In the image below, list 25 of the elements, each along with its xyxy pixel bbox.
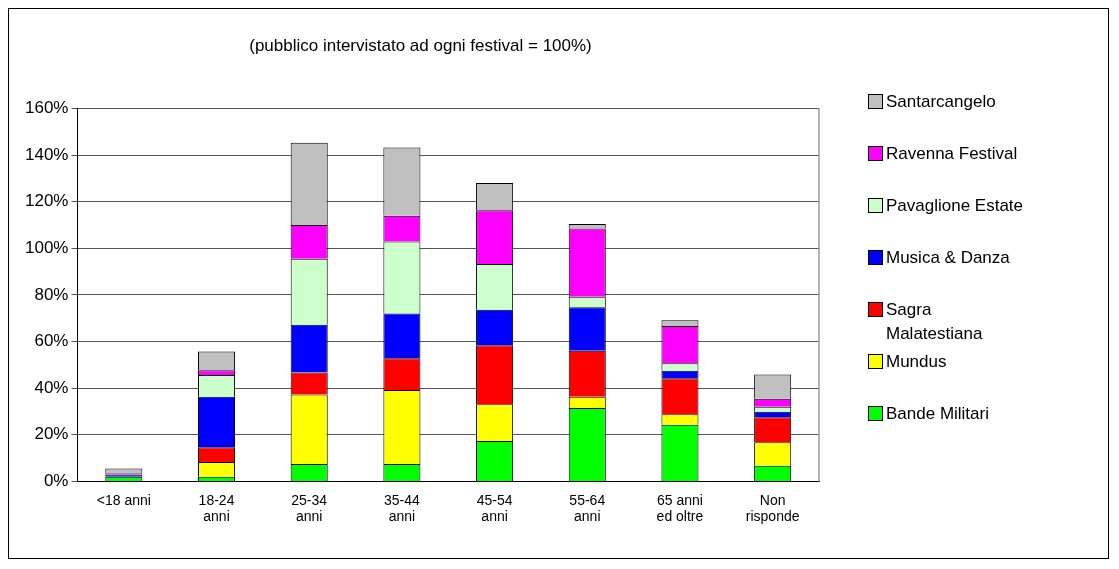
chart-title: (pubblico intervistato ad ogni festival = 100%) xyxy=(249,35,592,55)
x-tick-label: 45-54 anni xyxy=(476,491,513,525)
x-tick-label: 18-24 anni xyxy=(198,491,235,525)
y-tick-label: 120% xyxy=(25,191,69,211)
y-tick-label: 20% xyxy=(34,424,69,444)
legend-label: Mundus xyxy=(886,351,947,373)
y-tick-label: 0% xyxy=(43,471,69,491)
y-tick-label: 100% xyxy=(25,237,69,257)
x-tick-label: 65 anni ed oltre xyxy=(656,491,704,525)
x-tick-label: 35-44 anni xyxy=(383,491,421,525)
legend-label: Ravenna Festival xyxy=(886,143,1018,165)
legend-label: Pavaglione Estate xyxy=(886,195,1024,217)
y-tick-label: 160% xyxy=(25,98,69,118)
y-tick-label: 80% xyxy=(34,284,69,304)
x-tick-label: <18 anni xyxy=(96,491,151,508)
x-tick-label: 25-34 anni xyxy=(291,491,328,525)
legend-label: Bande Militari xyxy=(886,403,989,425)
legend-label: Musica & Danza xyxy=(886,247,1010,269)
x-tick-label: Non risponde xyxy=(745,491,800,525)
legend-label: Sagra Malatestiana xyxy=(886,299,983,345)
y-tick-label: 60% xyxy=(34,331,69,351)
y-tick-label: 140% xyxy=(25,144,69,164)
y-tick-label: 40% xyxy=(34,377,69,397)
legend-label: Santarcangelo xyxy=(886,91,996,113)
x-tick-label: 55-64 anni xyxy=(569,491,606,525)
